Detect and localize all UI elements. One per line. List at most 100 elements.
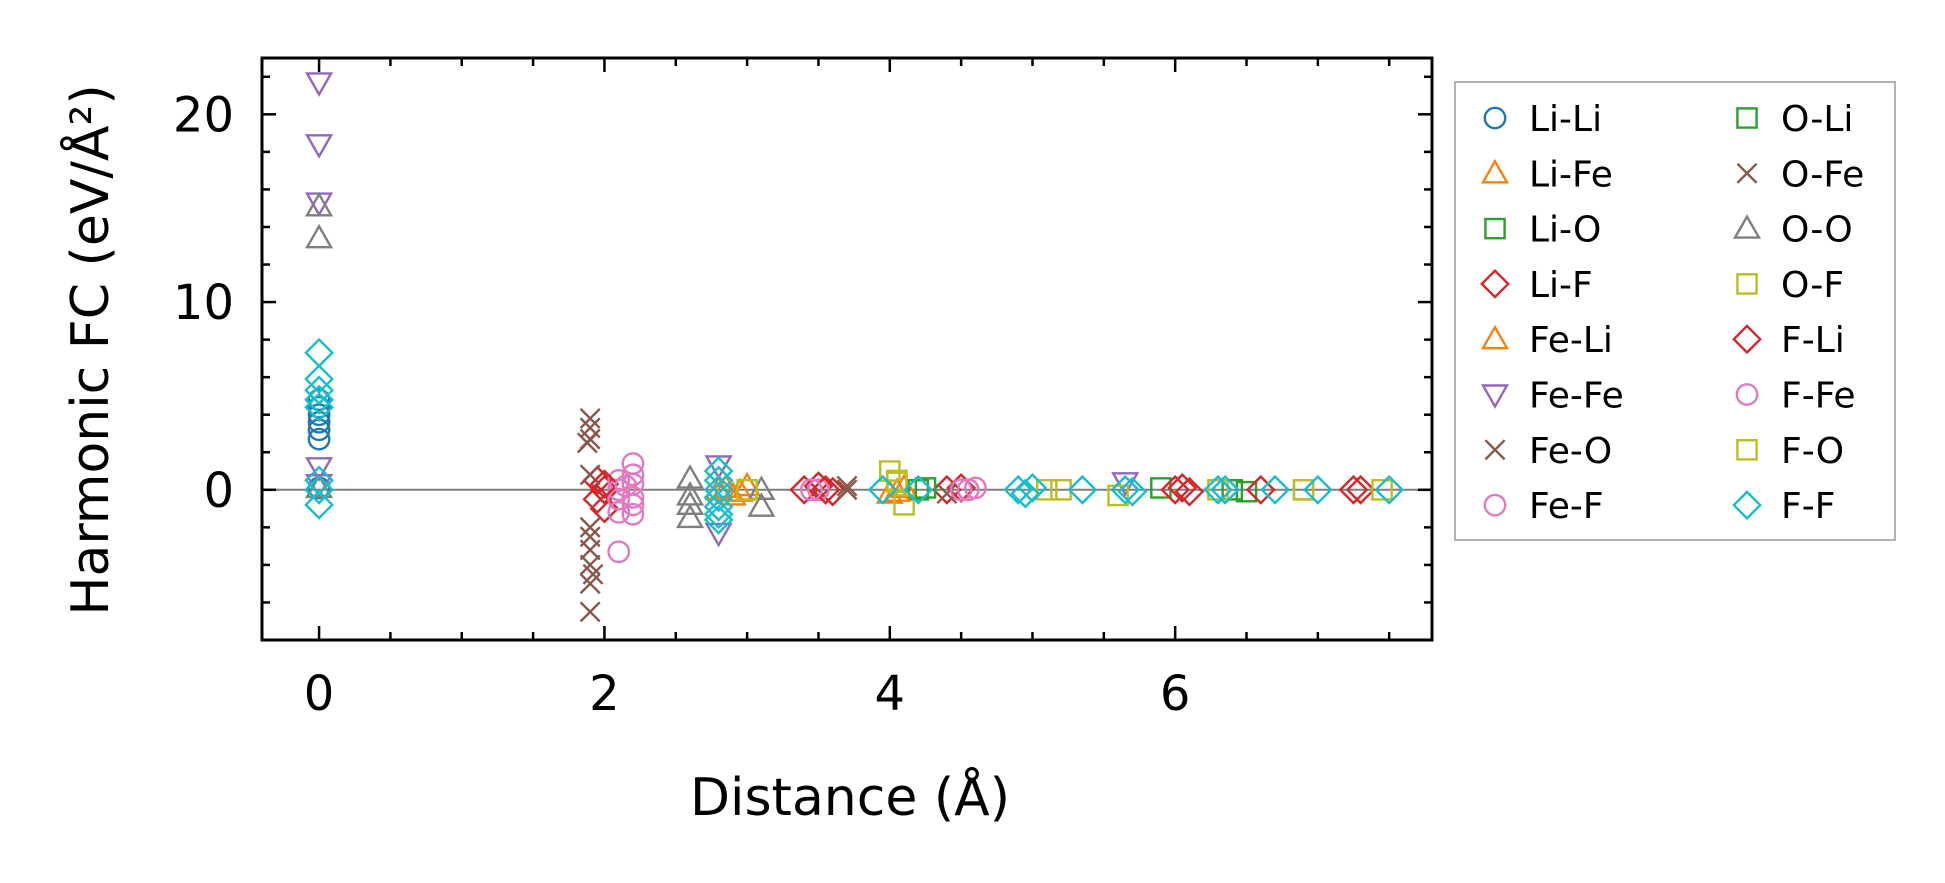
y-tick-label: 10 [173,275,234,331]
data-point [733,471,762,497]
data-point [836,475,858,497]
data-point [703,499,734,530]
data-point [675,503,705,529]
data-point [579,539,601,561]
data-point [1207,479,1229,501]
data-point [807,478,830,502]
data-point [1292,479,1315,501]
data-point [607,469,631,492]
legend-label: O-F [1781,265,1844,306]
data-point [589,469,620,500]
legend-label: F-O [1781,431,1844,472]
data-point [907,479,930,501]
data-point [789,474,820,505]
data-point [579,408,601,429]
legend-label: Li-Fe [1529,154,1613,195]
data-point [307,388,331,412]
data-point [836,479,858,501]
series-fe-fe [305,72,1140,548]
data-point [304,489,334,520]
data-point [675,490,705,516]
legend-label: O-Fe [1781,154,1864,195]
series-o-o [305,191,776,529]
data-point [607,500,631,524]
y-tick-label: 20 [173,87,234,143]
legend-marker [1480,158,1510,184]
data-point [799,478,823,502]
data-point [1117,476,1148,507]
legend-marker [1483,493,1507,517]
legend-label: Fe-Li [1529,320,1613,361]
data-point [607,487,631,511]
data-point [607,540,631,564]
data-point [936,483,958,505]
y-tick-label: 0 [203,463,234,519]
data-point [1110,474,1141,505]
legend-marker [1732,214,1762,239]
x-tick-label: 0 [304,666,335,722]
legend-label: Fe-O [1529,431,1612,472]
data-point [1374,474,1405,505]
legend-marker [1732,490,1762,520]
data-point [725,477,755,502]
data-point [589,474,620,505]
legend-marker [1480,324,1510,350]
legend-marker [1480,269,1510,299]
legend-label: F-F [1781,486,1835,527]
data-point [304,337,334,368]
data-point [1260,474,1290,505]
data-point [810,474,841,505]
data-point [582,563,604,585]
data-point [307,395,331,419]
data-point [305,134,334,159]
axes: 0 2 4 6 0 10 20 [173,56,1434,722]
legend-label: O-Li [1781,99,1853,140]
data-point [703,491,734,522]
data-point [903,474,934,505]
data-point [579,601,601,623]
legend-label: Fe-F [1529,486,1604,527]
data-point [703,504,734,535]
x-tick-label: 2 [589,666,620,722]
data-point [579,464,601,486]
data-point [949,478,973,502]
legend-label: O-O [1781,210,1853,251]
data-point [621,463,645,487]
legend-label: F-Fe [1781,376,1856,417]
legend-label: F-Li [1781,320,1845,361]
data-point [1010,478,1041,509]
legend-marker [1480,384,1510,409]
data-point [305,72,334,97]
data-point [304,364,334,394]
legend: Li-Li Li-Fe Li-O Li-F Fe-Li Fe-Fe Fe-O Fe-F O-Li… [1454,81,1896,541]
legend-marker [1736,107,1758,129]
data-point [576,432,598,454]
x-tick-label: 6 [1160,666,1191,722]
data-point [1245,474,1276,505]
legend-marker [1732,324,1762,355]
data-point [1221,479,1244,501]
data-point [747,475,776,501]
data-point [579,516,601,538]
x-tick-label: 4 [875,666,906,722]
series-o-fe [576,432,858,585]
data-point [704,522,733,548]
data-point [1174,476,1205,507]
legend-label: Li-O [1529,210,1601,251]
plot-frame [260,56,1434,642]
data-point [1203,474,1233,505]
data-point [304,474,334,505]
data-point [817,476,848,507]
data-point [1167,473,1198,503]
data-point [893,494,915,516]
legend-marker [1736,273,1758,295]
data-point [1338,474,1369,505]
series-f-fe [614,474,980,502]
series-fe-f [607,452,987,564]
legend-marker [1736,162,1758,184]
legend-label: Fe-Fe [1529,376,1624,417]
legend-marker [1736,439,1758,461]
data-point [1345,474,1376,505]
data-point [1003,474,1034,505]
